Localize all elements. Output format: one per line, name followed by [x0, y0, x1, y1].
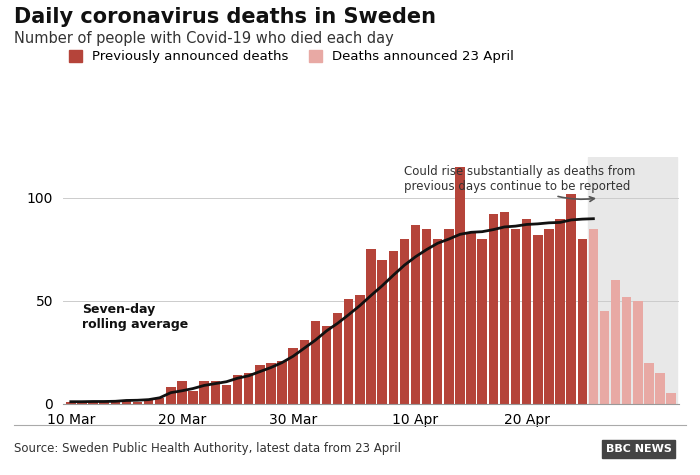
- Bar: [133, 402, 142, 404]
- Bar: [522, 218, 531, 404]
- Bar: [500, 212, 509, 404]
- Bar: [444, 229, 454, 404]
- Bar: [644, 362, 654, 404]
- Bar: [322, 325, 331, 404]
- Bar: [433, 239, 442, 404]
- Text: Number of people with Covid-19 who died each day: Number of people with Covid-19 who died …: [14, 31, 393, 46]
- Bar: [233, 375, 242, 404]
- Bar: [199, 381, 209, 404]
- Bar: [633, 301, 643, 404]
- Bar: [155, 398, 164, 404]
- Bar: [277, 361, 287, 404]
- Bar: [355, 294, 365, 404]
- Bar: [344, 299, 354, 404]
- Legend: Previously announced deaths, Deaths announced 23 April: Previously announced deaths, Deaths anno…: [64, 45, 519, 69]
- Bar: [211, 381, 220, 404]
- Bar: [544, 229, 554, 404]
- Bar: [177, 381, 187, 404]
- Bar: [366, 249, 376, 404]
- Bar: [222, 385, 231, 404]
- Text: Source: Sweden Public Health Authority, latest data from 23 April: Source: Sweden Public Health Authority, …: [14, 442, 401, 456]
- Bar: [144, 399, 153, 404]
- Bar: [166, 387, 176, 404]
- Bar: [188, 391, 198, 404]
- Bar: [555, 218, 565, 404]
- Bar: [588, 157, 677, 404]
- Bar: [66, 402, 76, 404]
- Bar: [655, 373, 665, 404]
- Bar: [400, 239, 409, 404]
- Text: BBC NEWS: BBC NEWS: [606, 444, 671, 454]
- Bar: [111, 402, 120, 404]
- Bar: [566, 194, 576, 404]
- Bar: [255, 365, 265, 404]
- Bar: [411, 225, 420, 404]
- Bar: [266, 362, 276, 404]
- Bar: [300, 340, 309, 404]
- Bar: [511, 229, 520, 404]
- Bar: [377, 260, 387, 404]
- Bar: [600, 311, 609, 404]
- Bar: [244, 373, 253, 404]
- Text: Seven-day
rolling average: Seven-day rolling average: [82, 304, 188, 331]
- Bar: [477, 239, 487, 404]
- Bar: [88, 402, 98, 404]
- Text: Could rise substantially as deaths from
previous days continue to be reported: Could rise substantially as deaths from …: [405, 165, 636, 201]
- Bar: [533, 235, 542, 404]
- Bar: [389, 251, 398, 404]
- Text: Daily coronavirus deaths in Sweden: Daily coronavirus deaths in Sweden: [14, 7, 436, 27]
- Bar: [578, 239, 587, 404]
- Bar: [288, 348, 298, 404]
- Bar: [622, 297, 631, 404]
- Bar: [589, 229, 598, 404]
- Bar: [311, 322, 320, 404]
- Bar: [489, 214, 498, 404]
- Bar: [77, 402, 87, 404]
- Bar: [455, 167, 465, 404]
- Bar: [422, 229, 431, 404]
- Bar: [99, 402, 109, 404]
- Bar: [666, 393, 676, 404]
- Bar: [466, 233, 476, 404]
- Bar: [122, 399, 131, 404]
- Bar: [333, 313, 342, 404]
- Bar: [611, 280, 620, 404]
